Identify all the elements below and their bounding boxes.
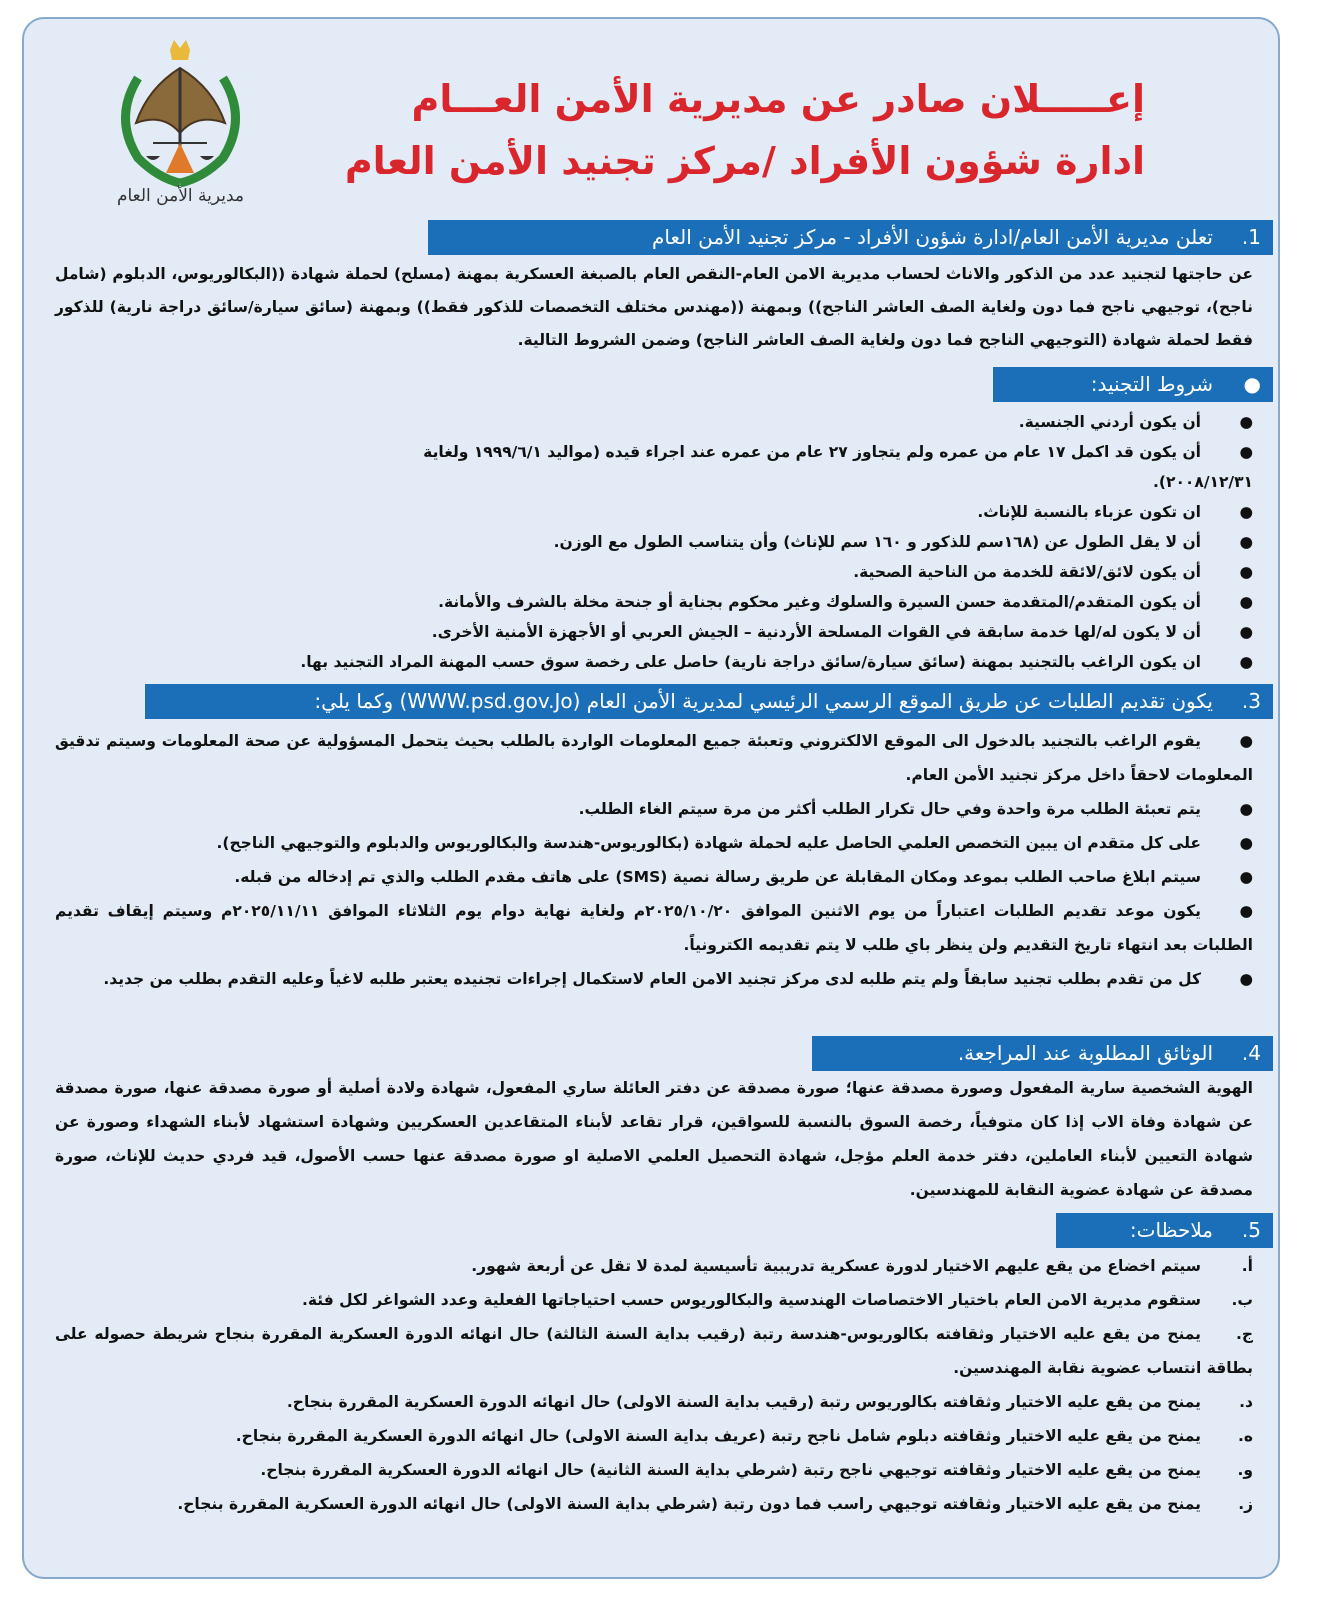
section-1-header: 1. تعلن مديرية الأمن العام/ادارة شؤون الأ…	[428, 220, 1273, 255]
section-4-body: الهوية الشخصية سارية المفعول وصورة مصدقة…	[55, 1071, 1253, 1207]
section-heading: شروط التجنيد:	[1090, 372, 1213, 396]
section-3-list: ●يقوم الراغب بالتجنيد بالدخول الى الموقع…	[55, 724, 1253, 996]
list-item: د. يمنح من يقع عليه الاختيار وثقافته بكال…	[55, 1385, 1253, 1419]
bullet-icon: ●	[1239, 593, 1253, 611]
bullet-icon: ●	[1239, 732, 1253, 750]
bullet-icon: ●	[1239, 623, 1253, 641]
list-item: ●يكون موعد تقديم الطلبات اعتباراً من يوم…	[55, 894, 1253, 962]
bullet-icon: ●	[1239, 533, 1253, 551]
item-text: ستقوم مديرية الامن العام باختيار الاختصا…	[302, 1291, 1201, 1309]
list-item: و. يمنح من يقع عليه الاختيار وثقافته توجي…	[55, 1453, 1253, 1487]
list-item: ج.يمنح من يقع عليه الاختيار وثقافته بكال…	[55, 1317, 1253, 1385]
conditions-header: ● شروط التجنيد:	[993, 367, 1273, 402]
section-number: 4.	[1241, 1041, 1261, 1065]
list-item: ● أن لا يقل الطول عن (١٦٨سم للذكور و ١٦٠ …	[55, 527, 1253, 557]
bullet-icon: ●	[1239, 970, 1253, 988]
item-label: د.	[1239, 1393, 1253, 1411]
bullet-icon: ●	[1239, 902, 1253, 920]
item-text: يمنح من يقع عليه الاختيار وثقافته دبلوم …	[235, 1427, 1201, 1445]
item-text: ان يكون الراغب بالتجنيد بمهنة (سائق سيار…	[300, 653, 1201, 671]
paragraph: عن حاجتها لتجنيد عدد من الذكور والاناث ل…	[55, 265, 1253, 349]
item-text: أن يكون أردني الجنسية.	[1018, 413, 1201, 431]
bullet-icon: ●	[1239, 834, 1253, 852]
bullet-icon: ●	[1243, 372, 1261, 396]
list-item: ● كل من تقدم بطلب تجنيد سابقاً ولم يتم طل…	[55, 962, 1253, 996]
section-heading: يكون تقديم الطلبات عن طريق الموقع الرسمي…	[314, 689, 1213, 713]
item-label: ج.	[1235, 1325, 1253, 1343]
list-item: ه. يمنح من يقع عليه الاختيار وثقافته دبلو…	[55, 1419, 1253, 1453]
item-text: يكون موعد تقديم الطلبات اعتباراً من يوم …	[55, 902, 1253, 954]
logo-caption: مديرية الأمن العام	[116, 186, 245, 206]
bullet-icon: ●	[1239, 413, 1253, 431]
list-item: أ. سيتم اخضاع من يقع عليهم الاختيار لدورة…	[55, 1249, 1253, 1283]
list-item: ● سيتم ابلاغ صاحب الطلب بموعد ومكان المقا…	[55, 860, 1253, 894]
item-label: أ.	[1241, 1257, 1253, 1275]
item-text: يمنح من يقع عليه الاختيار وثقافته بكالور…	[55, 1325, 1253, 1377]
list-item: ● أن يكون لائق/لائقة للخدمة من الناحية ال…	[55, 557, 1253, 587]
list-item: ب. ستقوم مديرية الامن العام باختيار الاخت…	[55, 1283, 1253, 1317]
item-label: و.	[1237, 1461, 1253, 1479]
item-text: ان تكون عزباء بالنسبة للإناث.	[977, 503, 1201, 521]
item-label: ز.	[1238, 1495, 1253, 1513]
section-5-list: أ. سيتم اخضاع من يقع عليهم الاختيار لدورة…	[55, 1249, 1253, 1521]
title-line-2: ادارة شؤون الأفراد /مركز تجنيد الأمن الع…	[344, 139, 1145, 183]
emblem-icon	[121, 40, 240, 188]
item-label: ه.	[1237, 1427, 1253, 1445]
list-item: ● ان يكون الراغب بالتجنيد بمهنة (سائق سيا…	[55, 647, 1253, 677]
public-security-logo: مديرية الأمن العام	[108, 38, 253, 218]
item-text: كل من تقدم بطلب تجنيد سابقاً ولم يتم طلب…	[103, 970, 1201, 988]
list-item: ● أن يكون أردني الجنسية.	[55, 407, 1253, 437]
section-number: 3.	[1241, 689, 1261, 713]
announcement-frame	[22, 17, 1280, 1579]
item-label: ب.	[1231, 1291, 1253, 1309]
list-item: ● على كل متقدم ان يبين التخصص العلمي الحا…	[55, 826, 1253, 860]
list-item: ●يقوم الراغب بالتجنيد بالدخول الى الموقع…	[55, 724, 1253, 792]
conditions-list: ●أن يكون أردني الجنسية. ●أن يكون قد اكمل…	[55, 407, 1253, 677]
list-item: ● أن يكون المتقدم/المتقدمة حسن السيرة وال…	[55, 587, 1253, 617]
item-text: يتم تعبئة الطلب مرة واحدة وفي حال تكرار …	[578, 800, 1201, 818]
item-text: أن يكون لائق/لائقة للخدمة من الناحية الص…	[853, 563, 1201, 581]
item-text: سيتم ابلاغ صاحب الطلب بموعد ومكان المقاب…	[234, 868, 1201, 886]
item-text: يمنح من يقع عليه الاختيار وثقافته توجيهي…	[177, 1495, 1201, 1513]
section-heading: تعلن مديرية الأمن العام/ادارة شؤون الأفر…	[651, 225, 1213, 249]
list-item: ● يتم تعبئة الطلب مرة واحدة وفي حال تكرار…	[55, 792, 1253, 826]
section-heading: ملاحظات:	[1129, 1218, 1213, 1242]
item-text: أن لا يكون له/لها خدمة سابقة في القوات ا…	[431, 623, 1201, 641]
list-item: ● أن لا يكون له/لها خدمة سابقة في القوات …	[55, 617, 1253, 647]
section-number: 5.	[1241, 1218, 1261, 1242]
item-text: أن يكون المتقدم/المتقدمة حسن السيرة والس…	[438, 593, 1201, 611]
section-number: 1.	[1241, 225, 1261, 249]
paragraph: الهوية الشخصية سارية المفعول وصورة مصدقة…	[55, 1079, 1253, 1199]
item-text: يقوم الراغب بالتجنيد بالدخول الى الموقع …	[55, 732, 1253, 784]
item-text: يمنح من يقع عليه الاختيار وثقافته بكالور…	[286, 1393, 1201, 1411]
page-title: إعـــــلان صادر عن مديرية الأمن العـــام…	[345, 68, 1145, 192]
list-item: ●أن يكون قد اكمل ١٧ عام من عمره ولم يتجا…	[55, 437, 1253, 497]
item-text: على كل متقدم ان يبين التخصص العلمي الحاص…	[216, 834, 1201, 852]
title-line-1: إعـــــلان صادر عن مديرية الأمن العـــام	[411, 77, 1145, 121]
list-item: ز. يمنح من يقع عليه الاختيار وثقافته توجي…	[55, 1487, 1253, 1521]
bullet-icon: ●	[1239, 868, 1253, 886]
section-5-header: 5. ملاحظات:	[1056, 1213, 1273, 1248]
item-text: يمنح من يقع عليه الاختيار وثقافته توجيهي…	[260, 1461, 1201, 1479]
section-1-body: عن حاجتها لتجنيد عدد من الذكور والاناث ل…	[55, 258, 1253, 357]
bullet-icon: ●	[1239, 800, 1253, 818]
bullet-icon: ●	[1239, 653, 1253, 671]
bullet-icon: ●	[1239, 443, 1253, 461]
list-item: ● ان تكون عزباء بالنسبة للإناث.	[55, 497, 1253, 527]
item-text: سيتم اخضاع من يقع عليهم الاختيار لدورة ع…	[471, 1257, 1201, 1275]
section-3-header: 3. يكون تقديم الطلبات عن طريق الموقع الرس…	[145, 684, 1273, 719]
bullet-icon: ●	[1239, 563, 1253, 581]
bullet-icon: ●	[1239, 503, 1253, 521]
item-text: أن لا يقل الطول عن (١٦٨سم للذكور و ١٦٠ س…	[553, 533, 1201, 551]
section-4-header: 4. الوثائق المطلوبة عند المراجعة.	[812, 1036, 1273, 1071]
item-text: أن يكون قد اكمل ١٧ عام من عمره ولم يتجاو…	[423, 443, 1253, 491]
section-heading: الوثائق المطلوبة عند المراجعة.	[957, 1041, 1213, 1065]
